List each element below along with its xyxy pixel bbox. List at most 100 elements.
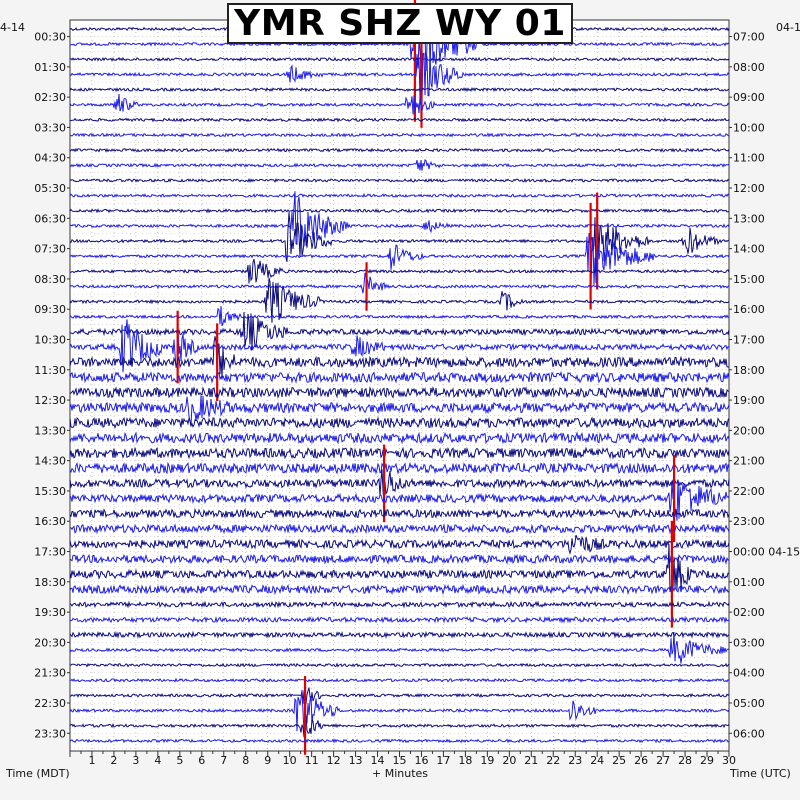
trace-line-12 xyxy=(69,192,730,199)
trace-line-2 xyxy=(69,13,730,74)
trace-line-34 xyxy=(69,523,730,535)
left-hour-label: 09:30 xyxy=(34,303,66,316)
trace-line-32 xyxy=(69,479,730,521)
x-axis-ticks: 1 2 3 4 5 6 7 8 9 10 11 12 13 14 15 16 17 18 19 20 21 22 23 24 2… xyxy=(69,751,736,767)
x-tick-label: 6 xyxy=(198,754,205,767)
left-hour-labels: 00:30 01:30 02:30 03:30 04:30 05:30 06:30 07:30… xyxy=(34,31,70,740)
trace-line-41 xyxy=(69,630,730,639)
right-hour-label: 20:00 xyxy=(733,424,765,437)
right-hour-label: 04:00 xyxy=(733,667,765,680)
trace-line-3 xyxy=(69,56,730,62)
x-tick-label: 8 xyxy=(242,754,249,767)
trace-line-29 xyxy=(69,446,730,460)
left-hour-label: 17:30 xyxy=(34,546,66,559)
right-hour-label: 22:00 xyxy=(733,485,765,498)
left-hour-label: 12:30 xyxy=(34,394,66,407)
x-tick-label: 11 xyxy=(305,754,319,767)
right-hour-label: 01:00 xyxy=(733,576,765,589)
x-tick-label: 30 xyxy=(722,754,736,767)
x-tick-label: 1 xyxy=(88,754,95,767)
right-hour-label: 14:00 xyxy=(733,243,765,256)
left-hour-label: 22:30 xyxy=(34,697,66,710)
right-hour-label: 05:00 xyxy=(733,697,765,710)
trace-line-38 xyxy=(69,583,730,596)
x-tick-label: 9 xyxy=(264,754,271,767)
left-hour-label: 16:30 xyxy=(34,515,66,528)
left-hour-label: 06:30 xyxy=(34,212,66,225)
trace-line-20 xyxy=(69,305,730,327)
trace-line-44 xyxy=(69,677,730,683)
x-tick-label: 7 xyxy=(220,754,227,767)
x-tick-label: 27 xyxy=(656,754,670,767)
trace-line-39 xyxy=(69,600,730,609)
trace-line-36 xyxy=(69,553,730,565)
left-hour-label: 04:30 xyxy=(34,152,66,165)
x-tick-label: 15 xyxy=(393,754,407,767)
trace-line-13 xyxy=(69,208,730,214)
left-hour-label: 19:30 xyxy=(34,606,66,619)
right-hour-label: 06:00 xyxy=(733,727,765,740)
right-hour-label: 17:00 xyxy=(733,333,765,346)
trace-line-42 xyxy=(69,631,730,664)
x-tick-label: 22 xyxy=(546,754,560,767)
left-hour-label: 01:30 xyxy=(34,61,66,74)
trace-line-37 xyxy=(69,544,730,595)
left-hour-label: 20:30 xyxy=(34,636,66,649)
left-hour-label: 15:30 xyxy=(34,485,66,498)
right-hour-label: 19:00 xyxy=(733,394,765,407)
trace-line-11 xyxy=(69,177,730,184)
left-hour-label: 05:30 xyxy=(34,182,66,195)
left-hour-label: 23:30 xyxy=(34,727,66,740)
x-tick-label: 29 xyxy=(700,754,714,767)
right-hour-label: 23:00 xyxy=(733,515,765,528)
trace-line-5 xyxy=(69,87,730,93)
right-hour-label: 02:00 xyxy=(733,606,765,619)
x-tick-label: 28 xyxy=(678,754,692,767)
trace-line-14 xyxy=(69,191,730,247)
trace-line-40 xyxy=(69,615,730,624)
right-hour-label: 10:00 xyxy=(733,121,765,134)
left-hour-label: 18:30 xyxy=(34,576,66,589)
trace-line-4 xyxy=(69,45,730,103)
trace-line-6 xyxy=(69,93,730,115)
x-tick-label: 13 xyxy=(349,754,363,767)
x-tick-label: 21 xyxy=(524,754,538,767)
left-hour-label: 10:30 xyxy=(34,333,66,346)
right-hour-label: 15:00 xyxy=(733,273,765,286)
left-hour-label: 07:30 xyxy=(34,243,66,256)
left-hour-label: 02:30 xyxy=(34,91,66,104)
x-tick-label: 5 xyxy=(176,754,183,767)
seismic-traces xyxy=(69,0,730,755)
left-hour-label: 00:30 xyxy=(34,31,66,44)
trace-line-35 xyxy=(69,534,730,555)
right-hour-label: 08:00 xyxy=(733,61,765,74)
x-tick-label: 12 xyxy=(327,754,341,767)
trace-line-9 xyxy=(69,147,730,153)
trace-line-24 xyxy=(69,370,730,384)
trace-line-43 xyxy=(69,662,730,668)
trace-line-27 xyxy=(69,416,730,430)
left-hour-label: 13:30 xyxy=(34,424,66,437)
date-right-label: 04-1 xyxy=(776,21,800,34)
x-tick-label: 26 xyxy=(634,754,648,767)
trace-line-46 xyxy=(69,689,730,732)
x-label-right: Time (UTC) xyxy=(730,767,791,780)
x-tick-label: 16 xyxy=(414,754,428,767)
right-hour-label: 21:00 xyxy=(733,455,765,468)
x-tick-label: 10 xyxy=(283,754,297,767)
x-tick-label: 19 xyxy=(480,754,494,767)
trace-line-26 xyxy=(69,395,730,426)
plot-frame xyxy=(69,19,730,752)
trace-line-23 xyxy=(69,336,729,378)
trace-line-33 xyxy=(69,507,730,519)
x-tick-label: 2 xyxy=(110,754,117,767)
left-hour-label: 08:30 xyxy=(34,273,66,286)
trace-line-17 xyxy=(69,258,730,284)
right-hour-label: 00:00 04-15 xyxy=(733,546,800,559)
x-tick-label: 3 xyxy=(132,754,139,767)
left-hour-label: 03:30 xyxy=(34,121,66,134)
right-hour-label: 13:00 xyxy=(733,212,765,225)
x-label-left: Time (MDT) xyxy=(6,767,70,780)
trace-line-47 xyxy=(69,716,730,738)
